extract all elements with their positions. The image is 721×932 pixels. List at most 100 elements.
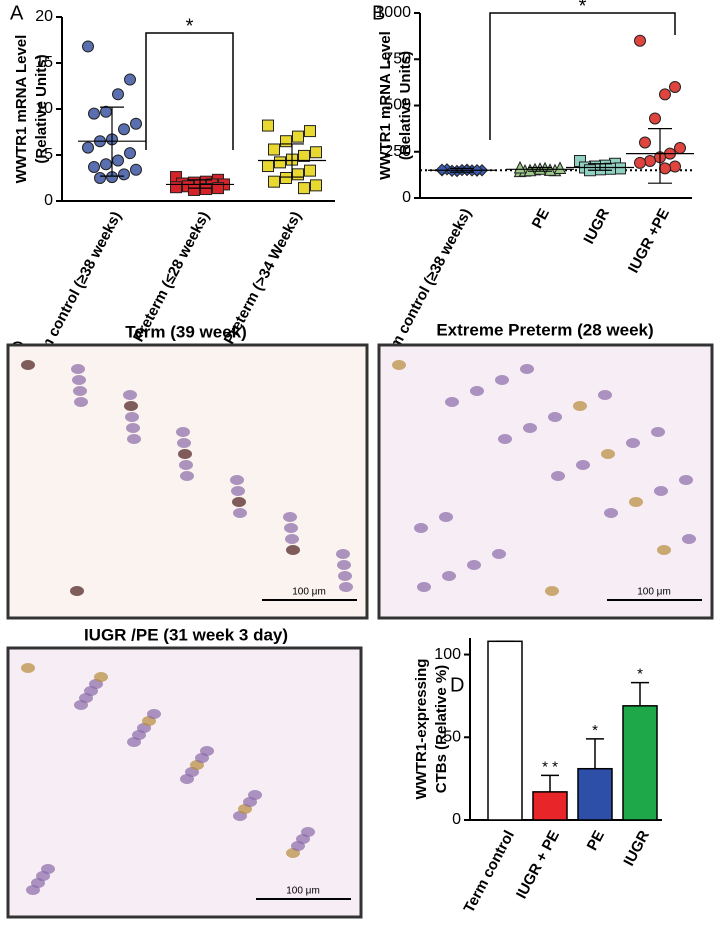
y-tick-label: 50 <box>443 728 461 745</box>
data-point <box>553 161 567 175</box>
significance-label: * <box>579 0 587 17</box>
data-point <box>82 141 94 154</box>
tissue-cell <box>70 586 84 596</box>
data-point <box>130 163 142 176</box>
tissue-cell <box>626 438 640 448</box>
micrograph <box>377 343 714 620</box>
tissue-cell <box>338 571 352 581</box>
tissue-cell <box>657 545 671 555</box>
x-tick-label: PE <box>529 206 553 232</box>
y-tick-label: 0 <box>44 192 53 209</box>
tissue-cell <box>604 508 618 518</box>
tissue-cell <box>339 582 353 592</box>
tissue-cell <box>176 427 190 437</box>
tissue-cell <box>179 460 193 470</box>
tissue-cell <box>71 364 85 374</box>
data-point <box>112 88 124 101</box>
bar <box>532 791 568 821</box>
tissue-cell <box>629 497 643 507</box>
tissue-cell <box>200 746 214 756</box>
y-tick-label: 10 <box>35 100 53 117</box>
y-axis-label: WWTR1 mRNA Level <box>13 35 30 184</box>
tissue-cell <box>601 449 615 459</box>
scale-bar-label: 100 μm <box>292 587 326 598</box>
tissue-cell <box>283 512 297 522</box>
image-title: Extreme Preterm (28 week) <box>436 320 653 339</box>
tissue-cell <box>41 864 55 874</box>
tissue-cell <box>392 360 406 370</box>
data-point <box>659 88 671 101</box>
tissue-cell <box>72 375 86 385</box>
tissue-cell <box>94 672 108 682</box>
significance-label: * <box>637 666 643 683</box>
data-point <box>100 158 112 171</box>
tissue-cell <box>231 486 245 496</box>
x-tick-label: IUGR <box>580 206 613 247</box>
tissue-cell <box>74 397 88 407</box>
y-tick-label: 20 <box>35 8 53 25</box>
y-tick-label: 0 <box>402 189 411 206</box>
tissue-cell <box>654 486 668 496</box>
y-tick-label: 500 <box>384 97 411 114</box>
tissue-cell <box>21 360 35 370</box>
tissue-cell <box>230 475 244 485</box>
tissue-cell <box>545 586 559 596</box>
tissue-cell <box>248 790 262 800</box>
x-tick-label: IUGR <box>620 828 653 869</box>
tissue-cell <box>337 560 351 570</box>
tissue-cell <box>126 423 140 433</box>
y-tick-label: 15 <box>35 54 53 71</box>
data-point <box>298 182 310 195</box>
data-point <box>268 143 280 156</box>
tissue-cell <box>467 560 481 570</box>
data-point <box>310 146 322 159</box>
data-point <box>268 175 280 188</box>
data-point <box>170 181 182 194</box>
y-tick-label: 1000 <box>375 4 411 21</box>
y-tick-label: 250 <box>384 143 411 160</box>
y-axis-label: WWTR1 mRNA Level <box>377 31 394 180</box>
scale-bar-label: 100 μm <box>637 587 671 598</box>
significance-label: * <box>186 15 194 37</box>
tissue-cell <box>576 460 590 470</box>
bar <box>487 640 523 821</box>
data-point <box>513 160 527 174</box>
tissue-cell <box>178 449 192 459</box>
data-point <box>649 112 661 125</box>
tissue-cell <box>470 386 484 396</box>
y-axis-label: (Relative Units) <box>397 51 414 160</box>
data-point <box>280 172 292 184</box>
tissue-cell <box>286 545 300 555</box>
data-point <box>644 155 656 167</box>
y-tick-label: 5 <box>44 146 53 163</box>
data-point <box>604 162 616 175</box>
tissue-cell <box>520 364 534 374</box>
data-point <box>669 81 681 93</box>
panel-letter: B <box>372 2 385 24</box>
x-tick-label: IUGR +PE <box>625 206 673 276</box>
tissue-cell <box>417 582 431 592</box>
tissue-cell <box>284 523 298 533</box>
tissue-cell <box>551 471 565 481</box>
y-axis-label: CTBs (Relative %) <box>433 665 450 793</box>
y-tick-label: 0 <box>452 811 461 828</box>
significance-bracket <box>489 12 676 140</box>
significance-label: * * <box>542 758 558 775</box>
tissue-cell <box>127 434 141 444</box>
bar <box>577 767 613 821</box>
tissue-cell <box>682 534 696 544</box>
image-title: Term (39 week) <box>125 322 247 341</box>
tissue-cell <box>679 475 693 485</box>
tissue-cell <box>232 497 246 507</box>
data-point <box>669 160 681 173</box>
x-tick-label: Term control <box>461 828 519 916</box>
significance-label: * <box>592 722 598 739</box>
tissue-cell <box>21 663 35 673</box>
data-point <box>188 183 200 196</box>
x-tick-label: IUGR + PE <box>513 828 563 902</box>
tissue-cell <box>548 412 562 422</box>
tissue-cell <box>73 386 87 396</box>
data-point <box>634 34 646 47</box>
tissue-cell <box>147 709 161 719</box>
